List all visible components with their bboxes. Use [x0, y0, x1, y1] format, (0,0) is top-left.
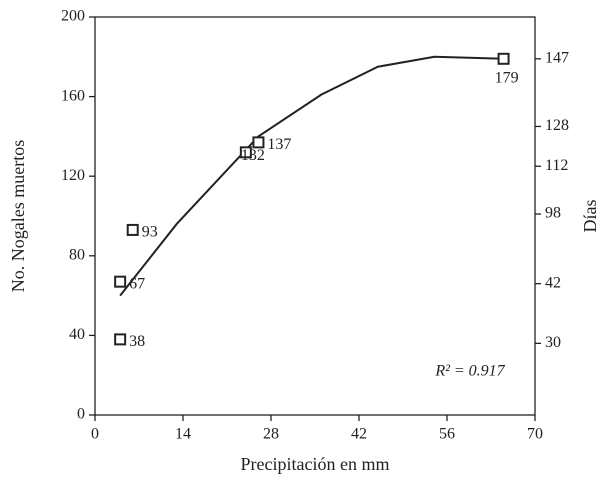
x-tick-label: 56 [439, 426, 455, 443]
x-tick-label: 14 [175, 426, 191, 443]
x-tick-label: 0 [91, 426, 99, 443]
data-point [497, 52, 510, 65]
x-tick-label: 42 [351, 426, 367, 443]
x-tick-label: 28 [263, 426, 279, 443]
y2-axis-label: Días [580, 200, 600, 233]
data-label: 93 [142, 224, 158, 241]
data-point [239, 146, 252, 159]
y-tick-label: 200 [61, 8, 85, 25]
x-axis-label: Precipitación en mm [241, 454, 390, 474]
annotation: R² = 0.917 [434, 363, 505, 380]
y-tick-label: 80 [69, 246, 85, 263]
x-tick-label: 70 [527, 426, 543, 443]
data-label: 137 [267, 136, 291, 153]
plot-frame [94, 16, 536, 416]
y-tick-label: 0 [77, 406, 85, 423]
data-label: 38 [129, 333, 145, 350]
data-point [252, 136, 265, 149]
y-axis-label: No. Nogales muertos [8, 140, 28, 292]
y2-tick-label: 30 [545, 334, 561, 351]
data-point [114, 333, 127, 346]
y2-tick-label: 98 [545, 205, 561, 222]
y-tick-label: 120 [61, 167, 85, 184]
y2-tick-label: 42 [545, 274, 561, 291]
y2-tick-label: 112 [545, 157, 568, 174]
data-label: 67 [129, 275, 145, 292]
data-label: 179 [495, 69, 519, 86]
data-label: 132 [241, 147, 265, 164]
y-tick-label: 40 [69, 326, 85, 343]
data-point [114, 275, 127, 288]
y2-tick-label: 128 [545, 117, 569, 134]
fit-curve [119, 55, 504, 297]
y-tick-label: 160 [61, 87, 85, 104]
data-point [126, 223, 139, 236]
y2-tick-label: 147 [545, 49, 569, 66]
